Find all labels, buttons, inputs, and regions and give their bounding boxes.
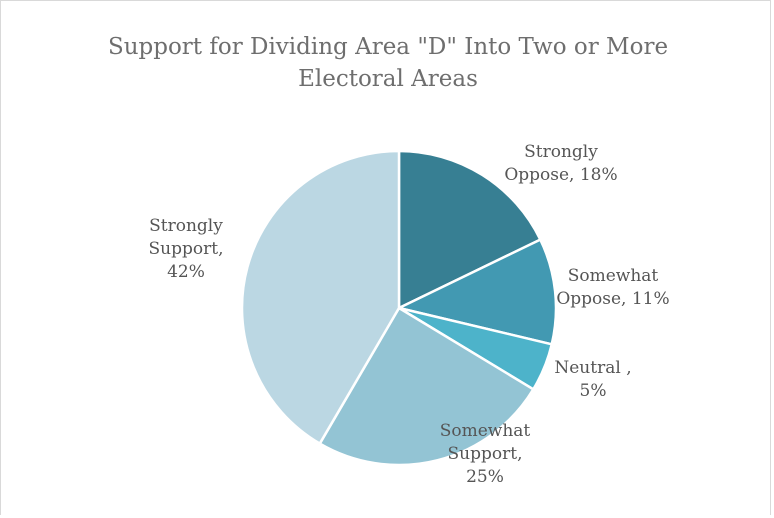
chart-title: Support for Dividing Area "D" Into Two o… xyxy=(61,31,715,95)
pie-label-line: Oppose, 11% xyxy=(556,289,669,309)
pie-slices xyxy=(240,149,558,467)
pie-label-line: Strongly xyxy=(149,216,223,236)
pie-label-line: 5% xyxy=(580,381,607,401)
pie-slice-somewhat-support xyxy=(318,306,535,467)
pie-label-strongly-support: Strongly Support, 42% xyxy=(149,216,224,282)
pie-label-somewhat-oppose: Somewhat Oppose, 11% xyxy=(556,266,669,309)
chart-title-line-1: Support for Dividing Area "D" Into Two o… xyxy=(107,34,669,60)
pie-label-line: Support, xyxy=(149,239,224,259)
pie-label-line: Oppose, 18% xyxy=(504,165,617,185)
pie-label-neutral: Neutral , 5% xyxy=(554,358,631,401)
pie-label-line: Neutral , xyxy=(554,358,631,378)
pie-label-line: Support, xyxy=(448,444,523,464)
pie-label-line: 25% xyxy=(466,467,504,487)
pie-label-line: Somewhat xyxy=(440,421,531,441)
chart-title-line-2: Electoral Areas xyxy=(298,66,478,92)
pie-label-line: Somewhat xyxy=(568,266,659,286)
pie-label-line: 42% xyxy=(167,262,205,282)
pie-label-strongly-oppose: Strongly Oppose, 18% xyxy=(504,142,617,185)
pie-slice-strongly-support xyxy=(240,149,401,445)
pie-label-somewhat-support: Somewhat Support, 25% xyxy=(440,421,531,487)
pie-label-line: Strongly xyxy=(524,142,598,162)
pie-labels: Strongly Oppose, 18% Somewhat Oppose, 11% Ne… xyxy=(149,142,670,487)
pie-slice-somewhat-oppose xyxy=(397,238,558,346)
pie-slice-strongly-oppose xyxy=(397,149,542,310)
